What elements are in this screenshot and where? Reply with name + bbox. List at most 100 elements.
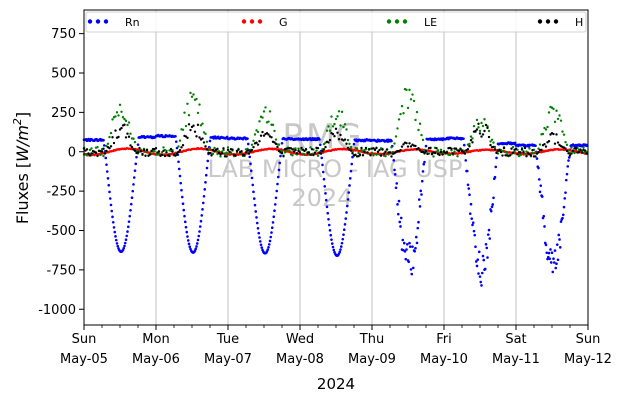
point-h <box>103 152 107 155</box>
point-rn <box>122 246 126 250</box>
point-h <box>445 151 449 154</box>
watermark-line-2: LAB MICRO - IAG USP <box>207 155 462 183</box>
point-rn <box>462 137 465 140</box>
point-h <box>87 152 90 156</box>
point-rn <box>201 201 205 205</box>
point-le <box>346 138 350 142</box>
point-h <box>429 146 432 150</box>
point-le <box>202 131 206 134</box>
point-rn <box>338 250 342 254</box>
point-le <box>178 139 182 142</box>
point-h <box>520 148 524 151</box>
point-le <box>408 88 411 92</box>
point-rn <box>183 220 187 224</box>
point-h <box>574 146 578 150</box>
point-le <box>573 151 576 155</box>
point-rn <box>559 220 563 223</box>
point-h <box>198 136 201 139</box>
point-le <box>127 121 131 124</box>
point-rn <box>276 182 279 186</box>
point-h <box>376 150 380 153</box>
point-rn <box>280 141 284 145</box>
point-h <box>439 150 443 154</box>
point-rn <box>422 162 426 166</box>
point-le <box>186 102 189 105</box>
point-h <box>240 150 243 153</box>
point-rn <box>320 156 324 160</box>
point-le <box>132 137 135 140</box>
point-le <box>544 128 548 131</box>
point-rn <box>554 266 558 270</box>
grid-lines <box>155 10 517 325</box>
point-le <box>165 149 168 152</box>
legend-marker-rn <box>95 19 101 24</box>
point-h <box>216 147 219 151</box>
point-h <box>501 154 504 157</box>
point-h <box>276 145 279 149</box>
point-rn <box>486 233 490 236</box>
point-h <box>510 147 513 150</box>
point-le <box>199 124 203 127</box>
point-le <box>483 118 486 121</box>
legend-marker-g <box>241 19 247 24</box>
point-h <box>399 148 402 152</box>
point-rn <box>253 203 257 207</box>
point-rn <box>271 221 275 224</box>
point-rn <box>198 230 201 233</box>
point-le <box>222 148 225 152</box>
point-le <box>448 153 452 157</box>
point-h <box>438 153 441 157</box>
point-h <box>258 140 261 143</box>
x-tick-label-day: Wed <box>286 332 314 347</box>
point-le <box>375 153 378 156</box>
point-le <box>258 120 261 123</box>
point-h <box>262 134 266 137</box>
point-rn <box>475 264 479 268</box>
point-le <box>480 121 483 125</box>
point-h <box>373 148 377 152</box>
point-h <box>523 146 527 150</box>
point-rn <box>399 216 403 220</box>
point-le <box>261 116 264 119</box>
point-rn <box>321 163 324 167</box>
point-le <box>355 147 359 150</box>
point-rn <box>273 203 277 206</box>
point-rn <box>199 219 203 223</box>
point-rn <box>180 195 184 199</box>
point-le <box>396 127 399 130</box>
point-rn <box>200 214 204 217</box>
point-le <box>106 142 110 145</box>
point-rn <box>202 194 206 198</box>
point-h <box>189 128 192 132</box>
point-le <box>519 153 522 157</box>
point-h <box>457 149 461 153</box>
point-h <box>177 150 180 154</box>
point-le <box>195 97 198 101</box>
point-h <box>310 148 314 151</box>
point-h <box>337 138 341 141</box>
point-h <box>169 147 173 151</box>
point-rn <box>324 192 327 195</box>
legend: Rn G LE H <box>85 11 587 33</box>
point-rn <box>534 144 537 147</box>
point-h <box>339 133 342 137</box>
point-rn <box>549 261 553 264</box>
x-tick-label-date: May-08 <box>276 352 324 367</box>
point-h <box>424 149 428 153</box>
point-le <box>126 123 129 127</box>
point-le <box>339 124 342 127</box>
point-rn <box>111 215 114 219</box>
point-h <box>568 154 572 157</box>
legend-marker-rn <box>87 19 93 24</box>
point-le <box>420 133 423 137</box>
x-tick-label-day: Fri <box>436 332 452 347</box>
point-le <box>471 137 474 140</box>
point-rn <box>485 246 489 250</box>
series-rn <box>82 133 589 287</box>
point-h <box>324 145 327 149</box>
point-le <box>562 133 566 136</box>
point-le <box>120 110 123 114</box>
point-le <box>402 112 405 115</box>
point-h <box>382 152 386 155</box>
point-rn <box>558 246 562 249</box>
